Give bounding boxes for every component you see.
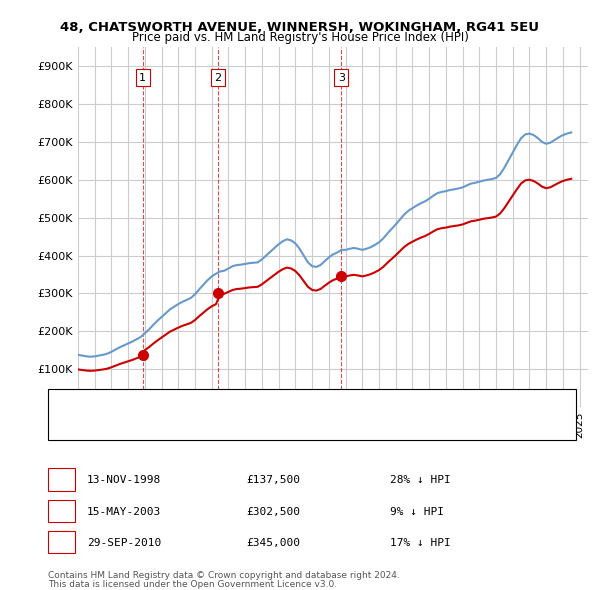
Text: This data is licensed under the Open Government Licence v3.0.: This data is licensed under the Open Gov… bbox=[48, 579, 337, 589]
Text: 48, CHATSWORTH AVENUE, WINNERSH, WOKINGHAM, RG41 5EU (detached house): 48, CHATSWORTH AVENUE, WINNERSH, WOKINGH… bbox=[93, 398, 497, 408]
Text: ——: —— bbox=[63, 419, 91, 434]
Text: 17% ↓ HPI: 17% ↓ HPI bbox=[390, 538, 451, 548]
Text: ——: —— bbox=[63, 396, 91, 410]
Text: 3: 3 bbox=[338, 73, 344, 83]
Text: £345,000: £345,000 bbox=[246, 538, 300, 548]
Text: 9% ↓ HPI: 9% ↓ HPI bbox=[390, 507, 444, 516]
Text: 48, CHATSWORTH AVENUE, WINNERSH, WOKINGHAM, RG41 5EU: 48, CHATSWORTH AVENUE, WINNERSH, WOKINGH… bbox=[61, 21, 539, 34]
Text: 3: 3 bbox=[58, 538, 65, 548]
Text: 15-MAY-2003: 15-MAY-2003 bbox=[87, 507, 161, 516]
Text: Price paid vs. HM Land Registry's House Price Index (HPI): Price paid vs. HM Land Registry's House … bbox=[131, 31, 469, 44]
Text: 2: 2 bbox=[58, 507, 65, 516]
Text: 13-NOV-1998: 13-NOV-1998 bbox=[87, 476, 161, 485]
Text: Contains HM Land Registry data © Crown copyright and database right 2024.: Contains HM Land Registry data © Crown c… bbox=[48, 571, 400, 580]
Text: 1: 1 bbox=[58, 476, 65, 485]
Text: 1: 1 bbox=[139, 73, 146, 83]
Text: 29-SEP-2010: 29-SEP-2010 bbox=[87, 538, 161, 548]
Text: £302,500: £302,500 bbox=[246, 507, 300, 516]
Text: HPI: Average price, detached house, Wokingham: HPI: Average price, detached house, Woki… bbox=[93, 422, 331, 431]
Text: 28% ↓ HPI: 28% ↓ HPI bbox=[390, 476, 451, 485]
Text: £137,500: £137,500 bbox=[246, 476, 300, 485]
Text: 2: 2 bbox=[214, 73, 221, 83]
